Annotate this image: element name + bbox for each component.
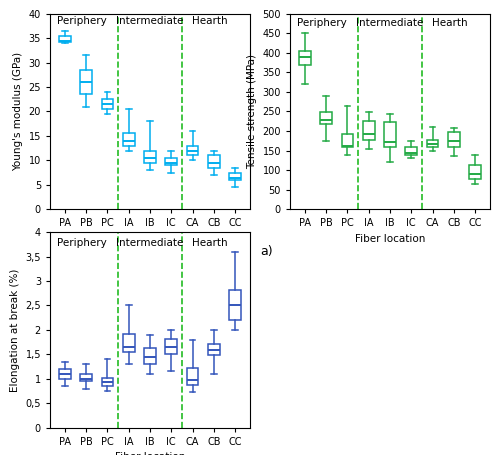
Text: Hearth: Hearth xyxy=(192,238,228,248)
PathPatch shape xyxy=(123,133,134,146)
Text: Intermediate: Intermediate xyxy=(116,238,184,248)
PathPatch shape xyxy=(299,51,310,65)
PathPatch shape xyxy=(80,70,92,94)
Text: Periphery: Periphery xyxy=(57,16,107,26)
Y-axis label: Elongation at break (%): Elongation at break (%) xyxy=(10,268,20,392)
Text: Intermediate: Intermediate xyxy=(116,16,184,26)
PathPatch shape xyxy=(208,344,220,355)
PathPatch shape xyxy=(144,349,156,364)
PathPatch shape xyxy=(448,132,460,147)
PathPatch shape xyxy=(80,374,92,381)
PathPatch shape xyxy=(123,334,134,352)
PathPatch shape xyxy=(384,122,396,147)
PathPatch shape xyxy=(342,134,353,147)
PathPatch shape xyxy=(102,378,114,386)
PathPatch shape xyxy=(320,112,332,124)
PathPatch shape xyxy=(230,172,241,180)
PathPatch shape xyxy=(186,146,198,156)
PathPatch shape xyxy=(426,140,438,147)
PathPatch shape xyxy=(59,369,70,379)
Text: Hearth: Hearth xyxy=(432,18,468,28)
Text: Intermediate: Intermediate xyxy=(356,18,424,28)
Text: Hearth: Hearth xyxy=(192,16,228,26)
PathPatch shape xyxy=(470,166,481,179)
X-axis label: Fiber location: Fiber location xyxy=(115,234,185,244)
PathPatch shape xyxy=(363,121,374,140)
PathPatch shape xyxy=(166,339,177,354)
PathPatch shape xyxy=(102,99,114,109)
Y-axis label: Tensile strength (MPa): Tensile strength (MPa) xyxy=(247,54,257,169)
PathPatch shape xyxy=(406,147,417,155)
PathPatch shape xyxy=(208,156,220,168)
Text: Periphery: Periphery xyxy=(297,18,347,28)
Text: a): a) xyxy=(260,244,272,258)
PathPatch shape xyxy=(166,158,177,165)
PathPatch shape xyxy=(186,368,198,384)
X-axis label: Fiber location: Fiber location xyxy=(115,452,185,455)
PathPatch shape xyxy=(59,35,70,42)
X-axis label: Fiber location: Fiber location xyxy=(355,234,425,244)
Y-axis label: Young's modulus (GPa): Young's modulus (GPa) xyxy=(13,52,23,171)
PathPatch shape xyxy=(230,290,241,320)
PathPatch shape xyxy=(144,151,156,163)
Text: Periphery: Periphery xyxy=(57,238,107,248)
